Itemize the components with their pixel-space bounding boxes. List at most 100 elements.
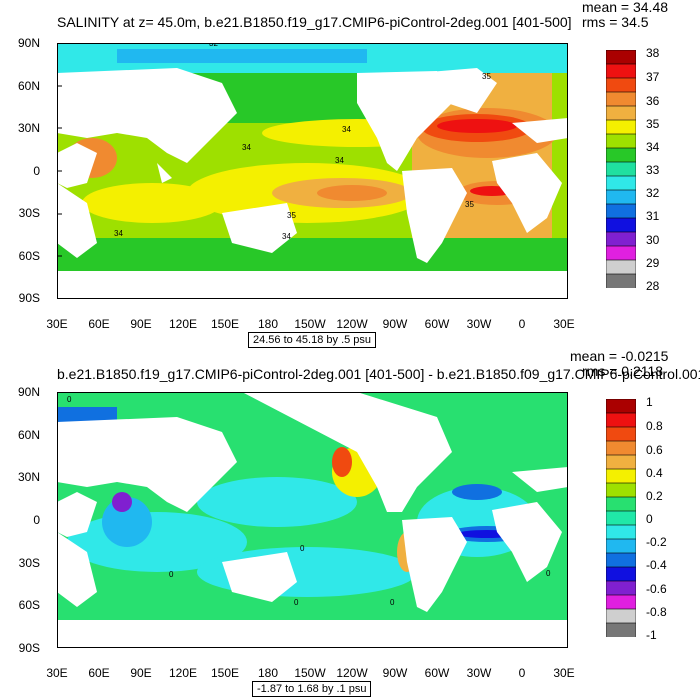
colorbar-label: 32 [646,186,660,200]
top-rms-stat: rms = 34.5 [582,14,649,30]
top-tick-marks [57,43,62,257]
contour-label: 0 [546,569,551,578]
colorbar-label: 0.2 [646,489,663,503]
lat-label: 30S [18,206,40,220]
colorbar-swatch [605,440,637,456]
lon-label: 150E [210,666,240,680]
colorbar-label: 0.8 [646,419,663,433]
lon-label: 0 [518,317,526,331]
bottom-difference-map: 0 0 0 0 0 0 [57,392,568,648]
colorbar-swatch [605,77,637,93]
bottom-panel-title: b.e21.B1850.f19_g17.CMIP6-piControl-2deg… [57,366,700,382]
contour-label: 0 [300,544,305,553]
colorbar-swatch [605,259,637,275]
lat-label: 60N [17,428,40,442]
colorbar-label: 29 [646,256,660,270]
colorbar-swatch [605,608,637,624]
contour-label: 0 [169,570,174,579]
lon-label: 90E [130,317,152,331]
colorbar-swatch [605,454,637,470]
colorbar-swatch [605,566,637,582]
bottom-mean-stat: mean = -0.0215 [570,348,669,364]
colorbar-swatch [605,217,637,233]
colorbar-label: 35 [646,117,660,131]
colorbar-label: 37 [646,70,660,84]
lon-label: 0 [518,666,526,680]
colorbar-label: -0.6 [646,582,667,596]
contour-label: 32 [209,43,218,48]
contour-label: 35 [465,200,474,209]
colorbar-swatch [605,231,637,247]
top-southern-ocean [57,238,568,271]
lat-label: 0 [33,513,40,527]
contour-label: 0 [390,598,395,607]
colorbar-label: 38 [646,46,660,60]
bottom-pacific-negative [197,477,357,527]
colorbar-swatch [605,273,637,289]
bottom-rms-stat: rms = 0.2118 [582,363,664,379]
contour-label: 34 [114,229,123,238]
colorbar-swatch [605,622,637,638]
colorbar-label: 0.6 [646,443,663,457]
contour-label: 34 [335,156,344,165]
colorbar-swatch [605,426,637,442]
colorbar-label: 0 [646,512,653,526]
lon-label: 60E [88,666,110,680]
colorbar-label: 33 [646,163,660,177]
colorbar-swatch [605,91,637,107]
colorbar-swatch [605,105,637,121]
lon-label: 120E [168,317,198,331]
lon-label: 150E [210,317,240,331]
lon-label: 90E [130,666,152,680]
lon-label: 150W [294,666,326,680]
contour-label: 34 [282,232,291,241]
contour-label: 0 [67,395,72,404]
colorbar-swatch [605,161,637,177]
lon-label: 30W [466,666,492,680]
contour-label: 34 [342,125,351,134]
colorbar-swatch [605,245,637,261]
colorbar-swatch [605,133,637,149]
colorbar-swatch [605,496,637,512]
colorbar-label: 1 [646,395,653,409]
lon-label: 180 [257,317,279,331]
lat-label: 60S [18,249,40,263]
colorbar-swatch [605,189,637,205]
contour-label: 34 [242,143,251,152]
colorbar-swatch [605,203,637,219]
lat-label: 30N [17,470,40,484]
colorbar-label: 34 [646,140,660,154]
lon-label: 30E [553,666,575,680]
colorbar-swatch [605,412,637,428]
lat-label: 30N [17,121,40,135]
top-land-masks [57,68,568,299]
top-range-label: 24.56 to 45.18 by .5 psu [248,332,377,348]
colorbar-label: -0.4 [646,558,667,572]
lon-label: 60W [424,666,450,680]
lat-label: 90S [18,641,40,655]
colorbar-swatch [605,63,637,79]
lon-label: 90W [382,666,408,680]
bottom-range-label: -1.87 to 1.68 by .1 psu [252,681,372,697]
lon-label: 150W [294,317,326,331]
top-colorbar [605,49,637,293]
colorbar-swatch [605,580,637,596]
lon-label: 60W [424,317,450,331]
lon-label: 30E [553,317,575,331]
lon-label: 120W [336,317,368,331]
lon-label: 30W [466,317,492,331]
top-mean-stat: mean = 34.48 [582,0,669,15]
colorbar-swatch [605,468,637,484]
top-panel-title: SALINITY at z= 45.0m, b.e21.B1850.f19_g1… [57,14,572,30]
contour-label: 35 [482,72,491,81]
lat-label: 0 [33,164,40,178]
contour-label: 35 [287,211,296,220]
contour-label: 0 [294,598,299,607]
colorbar-label: 0.4 [646,466,663,480]
lat-label: 60S [18,598,40,612]
lat-label: 90N [17,385,40,399]
colorbar-label: -0.8 [646,605,667,619]
bottom-land-masks [57,392,568,648]
colorbar-swatch [605,594,637,610]
lon-label: 60E [88,317,110,331]
